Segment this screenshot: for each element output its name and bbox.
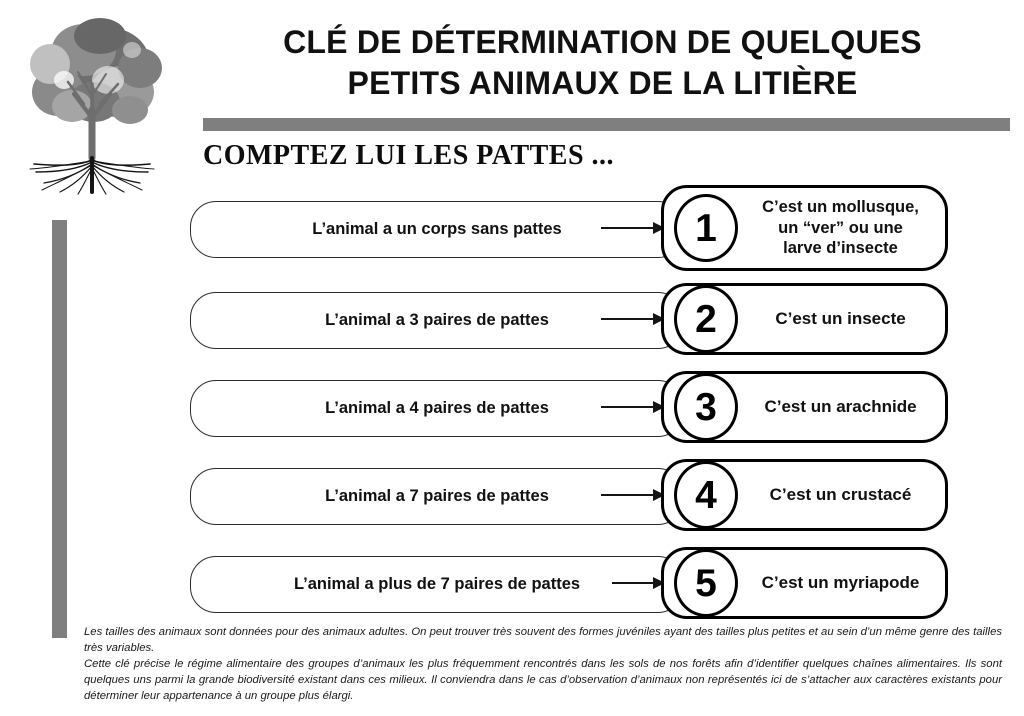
answer-line: un “ver” ou une xyxy=(778,218,903,237)
left-accent-bar xyxy=(52,220,67,638)
step-number-badge-3: 3 xyxy=(674,373,738,441)
title-divider-bar xyxy=(203,118,1010,131)
answer-text-1: C’est un mollusque, un “ver” ou une larv… xyxy=(738,197,945,259)
step-number-5: 5 xyxy=(695,561,717,605)
step-number-badge-5: 5 xyxy=(674,549,738,617)
question-box-4[interactable]: L’animal a 7 paires de pattes xyxy=(190,468,684,525)
answer-text-5: C’est un myriapode xyxy=(761,573,920,593)
page-title-line-2: PETITS ANIMAUX DE LA LITIÈRE xyxy=(347,64,858,101)
step-number-badge-4: 4 xyxy=(674,461,738,529)
answer-text-4: C’est un crustacé xyxy=(769,485,912,505)
step-number-3: 3 xyxy=(695,385,717,429)
footnote: Les tailles des animaux sont données pou… xyxy=(84,624,1002,704)
answer-line: larve d’insecte xyxy=(783,239,898,258)
tree-canopy xyxy=(30,18,162,124)
answer-line: C’est un mollusque, xyxy=(762,198,919,217)
question-text-3: L’animal a 4 paires de pattes xyxy=(325,399,549,417)
answer-box-1[interactable]: 1 C’est un mollusque, un “ver” ou une la… xyxy=(661,185,948,271)
footnote-paragraph-1: Les tailles des animaux sont données pou… xyxy=(84,626,1002,655)
tree-trunk xyxy=(66,71,120,162)
tree-with-roots-logo xyxy=(12,6,174,196)
step-number-badge-2: 2 xyxy=(674,285,738,353)
question-text-5: L’animal a plus de 7 paires de pattes xyxy=(293,575,581,593)
question-box-2[interactable]: L’animal a 3 paires de pattes xyxy=(190,292,684,349)
answer-box-3[interactable]: 3 C’est un arachnide xyxy=(661,371,948,443)
step-number-1: 1 xyxy=(695,206,717,250)
page-title: CLÉ DE DÉTERMINATION DE QUELQUES PETITS … xyxy=(185,22,1020,104)
question-box-3[interactable]: L’animal a 4 paires de pattes xyxy=(190,380,684,437)
page-subtitle: COMPTEZ LUI LES PATTES ... xyxy=(203,140,615,171)
question-box-1[interactable]: L’animal a un corps sans pattes xyxy=(190,201,684,258)
answer-text-2: C’est un insecte xyxy=(775,309,906,329)
question-box-5[interactable]: L’animal a plus de 7 paires de pattes xyxy=(190,556,684,613)
step-number-2: 2 xyxy=(695,297,717,341)
question-text-4: L’animal a 7 paires de pattes xyxy=(325,487,549,505)
question-text-2: L’animal a 3 paires de pattes xyxy=(325,311,549,329)
question-text-1: L’animal a un corps sans pattes xyxy=(312,220,562,238)
page-title-line-1: CLÉ DE DÉTERMINATION DE QUELQUES xyxy=(283,24,922,60)
footnote-paragraph-2: Cette clé précise le régime alimentaire … xyxy=(84,658,1002,703)
answer-box-2[interactable]: 2 C’est un insecte xyxy=(661,283,948,355)
answer-box-4[interactable]: 4 C’est un crustacé xyxy=(661,459,948,531)
answer-text-3: C’est un arachnide xyxy=(764,397,917,417)
tree-roots xyxy=(29,156,155,195)
step-number-badge-1: 1 xyxy=(674,194,738,262)
answer-box-5[interactable]: 5 C’est un myriapode xyxy=(661,547,948,619)
step-number-4: 4 xyxy=(695,473,717,517)
